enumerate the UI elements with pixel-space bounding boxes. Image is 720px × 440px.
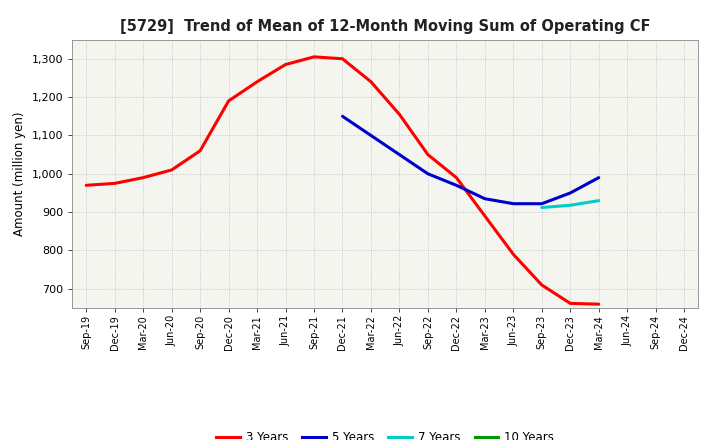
3 Years: [537, 282, 546, 288]
Line: 3 Years: 3 Years: [86, 57, 599, 304]
3 Years: [82, 183, 91, 188]
7 Years: [537, 205, 546, 210]
Y-axis label: Amount (million yen): Amount (million yen): [13, 112, 26, 236]
3 Years: [310, 54, 318, 59]
7 Years: [566, 202, 575, 208]
5 Years: [423, 171, 432, 176]
Legend: 3 Years, 5 Years, 7 Years, 10 Years: 3 Years, 5 Years, 7 Years, 10 Years: [212, 427, 559, 440]
5 Years: [480, 196, 489, 202]
3 Years: [595, 301, 603, 307]
Title: [5729]  Trend of Mean of 12-Month Moving Sum of Operating CF: [5729] Trend of Mean of 12-Month Moving …: [120, 19, 650, 34]
5 Years: [366, 133, 375, 138]
3 Years: [253, 79, 261, 84]
3 Years: [566, 301, 575, 306]
7 Years: [595, 198, 603, 203]
5 Years: [595, 175, 603, 180]
5 Years: [452, 183, 461, 188]
5 Years: [537, 201, 546, 206]
3 Years: [338, 56, 347, 62]
5 Years: [566, 191, 575, 196]
3 Years: [167, 167, 176, 172]
3 Years: [423, 152, 432, 157]
3 Years: [480, 213, 489, 219]
3 Years: [225, 98, 233, 103]
3 Years: [395, 112, 404, 117]
3 Years: [366, 79, 375, 84]
3 Years: [110, 181, 119, 186]
3 Years: [139, 175, 148, 180]
Line: 7 Years: 7 Years: [541, 201, 599, 208]
3 Years: [282, 62, 290, 67]
3 Years: [196, 148, 204, 154]
5 Years: [338, 114, 347, 119]
5 Years: [509, 201, 518, 206]
3 Years: [509, 252, 518, 257]
5 Years: [395, 152, 404, 157]
3 Years: [452, 175, 461, 180]
Line: 5 Years: 5 Years: [343, 116, 599, 204]
